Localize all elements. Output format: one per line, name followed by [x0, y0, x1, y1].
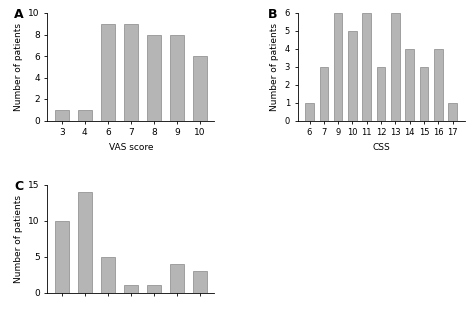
Y-axis label: Number of patients: Number of patients	[270, 23, 279, 111]
Bar	[124, 24, 138, 121]
Bar	[147, 285, 161, 293]
Bar	[193, 56, 207, 121]
Bar	[55, 221, 69, 292]
Text: A: A	[14, 7, 24, 20]
Bar	[319, 67, 328, 121]
Bar	[147, 34, 161, 121]
Y-axis label: Number of patients: Number of patients	[14, 195, 23, 283]
Bar	[193, 271, 207, 293]
Bar	[348, 31, 357, 121]
Bar	[377, 67, 385, 121]
Bar	[420, 67, 428, 121]
Bar	[78, 110, 92, 121]
Y-axis label: Number of patients: Number of patients	[14, 23, 23, 111]
Text: C: C	[14, 180, 23, 193]
Bar	[434, 49, 443, 121]
Bar	[405, 49, 414, 121]
X-axis label: VAS score: VAS score	[109, 143, 153, 152]
Bar	[55, 110, 69, 121]
Bar	[124, 285, 138, 293]
Bar	[448, 103, 457, 121]
Bar	[334, 13, 342, 121]
X-axis label: CSS: CSS	[372, 143, 390, 152]
Bar	[170, 34, 184, 121]
Bar	[363, 13, 371, 121]
Bar	[101, 257, 115, 292]
Bar	[170, 264, 184, 292]
Bar	[78, 192, 92, 292]
Bar	[391, 13, 400, 121]
Text: B: B	[268, 7, 277, 20]
Bar	[305, 103, 314, 121]
Bar	[101, 24, 115, 121]
